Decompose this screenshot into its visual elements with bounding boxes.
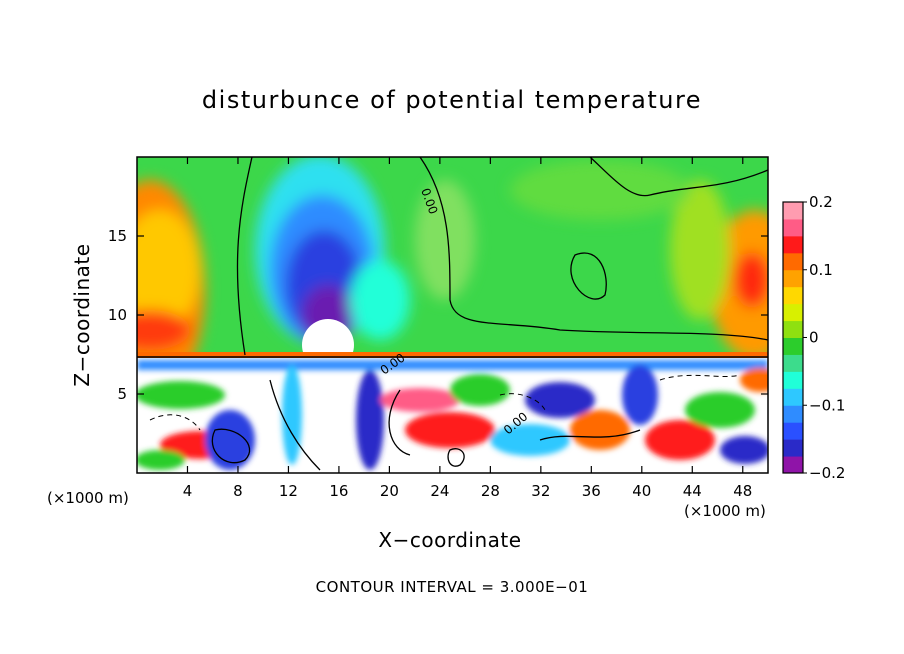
- colorbar-swatch: [783, 303, 803, 322]
- x-tick-label: 24: [430, 482, 449, 500]
- x-unit-label: (×1000 m): [684, 502, 766, 520]
- x-tick-label: 32: [531, 482, 550, 500]
- y-axis-ticks: 5 10 15: [108, 227, 768, 403]
- x-tick-label: 20: [380, 482, 399, 500]
- colorbar-swatch: [783, 218, 803, 237]
- colorbar-swatch: [783, 422, 803, 440]
- colorbar-swatch: [783, 286, 803, 305]
- colorbar-swatch: [783, 235, 803, 254]
- x-tick-label: 28: [481, 482, 500, 500]
- colorbar-tick-label: 0: [809, 329, 819, 347]
- y-tick-label: 10: [108, 306, 127, 324]
- contour-interval-note: CONTOUR INTERVAL = 3.000E−01: [315, 578, 589, 596]
- colorbar-swatch: [783, 439, 803, 457]
- x-tick-label: 48: [733, 482, 752, 500]
- x-tick-label: 8: [233, 482, 243, 500]
- z-unit-label: (×1000 m): [47, 489, 129, 507]
- x-tick-label: 36: [582, 482, 601, 500]
- colorbar-swatch: [783, 337, 803, 355]
- x-axis-ticks: 4 8 12 16 20 24 28 32 36 40 44 48: [183, 157, 752, 500]
- colorbar-tick-label: 0.1: [809, 261, 833, 279]
- colorbar: 0.2 0.1 0 −0.1 −0.2: [782, 193, 845, 482]
- heatmap-field: [137, 157, 768, 473]
- colorbar-swatch: [783, 405, 803, 423]
- y-axis-label: Z−coordinate: [70, 243, 94, 387]
- y-tick-label: 5: [117, 385, 127, 403]
- colorbar-tick-label: −0.1: [809, 396, 845, 414]
- x-tick-label: 44: [683, 482, 702, 500]
- colorbar-swatch: [783, 354, 803, 372]
- x-tick-label: 4: [183, 482, 193, 500]
- colorbar-swatch: [783, 456, 803, 474]
- x-tick-label: 16: [329, 482, 348, 500]
- colorbar-swatch: [783, 388, 803, 406]
- y-tick-label: 15: [108, 227, 127, 245]
- x-axis-label: X−coordinate: [378, 528, 522, 552]
- x-tick-label: 40: [632, 482, 651, 500]
- colorbar-swatch: [783, 269, 803, 288]
- colorbar-swatch: [783, 252, 803, 271]
- colorbar-swatch: [783, 371, 803, 389]
- x-tick-label: 12: [279, 482, 298, 500]
- colorbar-tick-label: −0.2: [809, 464, 845, 482]
- chart-title: disturbunce of potential temperature: [201, 86, 703, 114]
- colorbar-swatch: [783, 320, 803, 338]
- colorbar-tick-label: 0.2: [809, 193, 833, 211]
- colorbar-swatch: [783, 202, 803, 220]
